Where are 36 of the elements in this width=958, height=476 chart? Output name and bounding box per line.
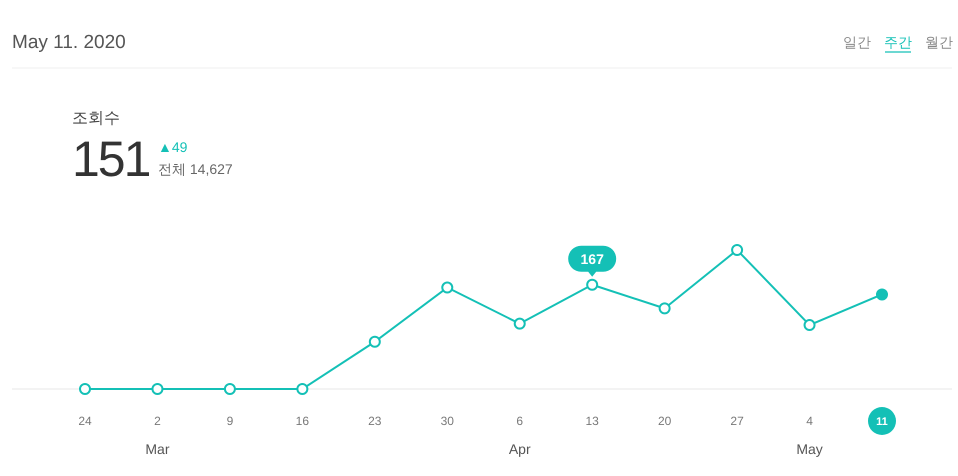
annotation: 167 [580, 250, 604, 267]
text: 주간 [884, 34, 912, 50]
x-tick-label: 4 [806, 414, 814, 428]
text: 전체 14,627 [158, 161, 233, 177]
x-tick-label: 9 [226, 414, 234, 428]
point [658, 302, 671, 314]
text: Mar [145, 441, 170, 457]
point [731, 244, 744, 256]
x-tick-label: 24 [78, 414, 92, 428]
text: 151 [72, 131, 150, 187]
point [514, 318, 526, 330]
point [586, 278, 598, 291]
text: 일간 [843, 34, 871, 50]
x-tick-label: 13 [586, 414, 600, 428]
x-tick-label: 6 [516, 414, 524, 428]
text: 조회수 [72, 110, 120, 127]
text: 월간 [925, 34, 953, 50]
x-tick-label: 23 [368, 414, 382, 428]
point [368, 336, 381, 348]
point [804, 319, 816, 332]
text: May [796, 441, 823, 457]
x-tick-label: 16 [296, 414, 310, 428]
x-tick-label: 11 [876, 416, 888, 428]
point [441, 282, 454, 294]
x-tick-label: 30 [440, 414, 454, 428]
text: Apr [508, 441, 531, 457]
x-tick-label: 2 [154, 414, 162, 428]
point [296, 383, 308, 395]
point [224, 383, 236, 395]
point [876, 288, 888, 300]
point [151, 383, 164, 395]
text: May 11. 2020 [12, 32, 126, 53]
point [79, 383, 91, 395]
x-tick-label: 20 [658, 414, 672, 428]
text: ▲49 [158, 139, 188, 155]
x-tick-label: 27 [730, 414, 744, 428]
